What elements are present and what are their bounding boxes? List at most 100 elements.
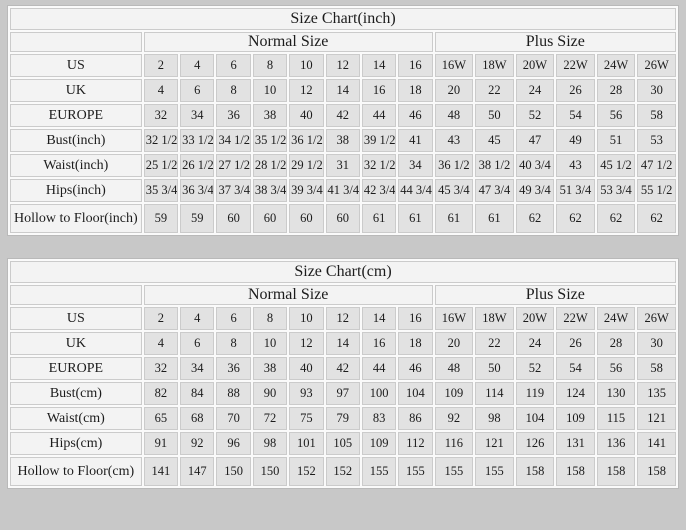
column-group-header-row: Normal Size Plus Size [10,32,676,52]
size-cell: 130 [596,382,636,405]
size-cell: 55 1/2 [637,179,676,202]
size-cell: 136 [596,432,636,455]
size-cell: 14 [325,332,360,355]
size-cell: 34 [180,357,215,380]
size-cell: 20W [515,307,555,330]
size-cell: 54 [556,104,595,127]
size-cell: 58 [637,357,676,380]
size-cell: 22W [556,54,595,77]
size-chart-cm-table: Size Chart(cm) Normal Size Plus Size US 2… [7,258,679,489]
size-cell: 109 [434,382,474,405]
row-label-europe: EUROPE [10,357,142,380]
size-cell: 109 [361,432,397,455]
size-cell: 46 [398,104,433,127]
size-cell: 155 [475,457,514,486]
size-cell: 49 [556,129,595,152]
size-cell: 56 [596,357,636,380]
size-cell: 32 [143,104,179,127]
size-cell: 43 [434,129,474,152]
row-label-us: US [10,54,142,77]
size-cell: 38 [325,129,360,152]
size-cell: 42 3/4 [361,179,397,202]
size-cell: 82 [143,382,179,405]
size-cell: 53 3/4 [596,179,636,202]
size-cell: 40 [289,104,324,127]
table-row: US 2 4 6 8 10 12 14 16 16W 18W 20W 22W 24W 26W [10,307,676,330]
size-cell: 26 1/2 [180,154,215,177]
size-cell: 100 [361,382,397,405]
size-cell: 36 3/4 [180,179,215,202]
size-cell: 115 [596,407,636,430]
size-cell: 40 [289,357,324,380]
table-row: Hollow to Floor(cm) 141 147 150 150 152 152 155… [10,457,676,486]
size-cell: 52 [515,357,555,380]
size-cell: 20 [434,332,474,355]
table-row: UK 4 6 8 10 12 14 16 18 20 22 24 26 28 30 [10,332,676,355]
row-label-uk: UK [10,79,142,102]
size-cell: 6 [180,332,215,355]
size-cell: 155 [398,457,433,486]
row-label-waist-inch: Waist(inch) [10,154,142,177]
size-cell: 29 1/2 [289,154,324,177]
size-cell: 8 [252,54,288,77]
size-cell: 50 [475,357,514,380]
size-cell: 22W [556,307,595,330]
size-cell: 26W [637,54,676,77]
plus-size-header: Plus Size [434,32,676,52]
size-cell: 40 3/4 [515,154,555,177]
size-cell: 18W [475,307,514,330]
size-cell: 124 [556,382,595,405]
size-cell: 45 3/4 [434,179,474,202]
size-cell: 39 1/2 [361,129,397,152]
size-cell: 79 [325,407,360,430]
size-cell: 6 [216,307,251,330]
size-cell: 14 [361,54,397,77]
size-cell: 14 [361,307,397,330]
size-cell: 88 [216,382,251,405]
size-cell: 26 [556,79,595,102]
size-cell: 141 [143,457,179,486]
size-cell: 121 [475,432,514,455]
size-cell: 18 [398,332,433,355]
row-label-uk: UK [10,332,142,355]
size-cell: 42 [325,357,360,380]
size-cell: 12 [325,54,360,77]
size-cell: 44 3/4 [398,179,433,202]
size-cell: 52 [515,104,555,127]
size-cell: 60 [216,204,251,233]
size-cell: 22 [475,332,514,355]
size-cell: 98 [475,407,514,430]
size-cell: 38 [252,104,288,127]
size-cell: 12 [325,307,360,330]
size-cell: 41 [398,129,433,152]
size-cell: 155 [434,457,474,486]
size-cell: 16 [361,332,397,355]
size-cell: 24 [515,79,555,102]
size-cell: 39 3/4 [289,179,324,202]
size-cell: 126 [515,432,555,455]
size-cell: 26 [556,332,595,355]
size-cell: 135 [637,382,676,405]
size-cell: 30 [637,332,676,355]
size-cell: 12 [289,332,324,355]
size-cell: 104 [515,407,555,430]
row-label-hips-inch: Hips(inch) [10,179,142,202]
table-title-row: Size Chart(cm) [10,261,676,283]
row-label-hips-cm: Hips(cm) [10,432,142,455]
size-cell: 45 1/2 [596,154,636,177]
size-cell: 59 [180,204,215,233]
corner-cell [10,285,142,305]
size-cell: 38 [252,357,288,380]
size-cell: 8 [252,307,288,330]
size-cell: 147 [180,457,215,486]
size-cell: 16 [361,79,397,102]
size-cell: 61 [398,204,433,233]
size-cell: 35 3/4 [143,179,179,202]
size-cell: 56 [596,104,636,127]
size-cell: 41 3/4 [325,179,360,202]
size-cell: 12 [289,79,324,102]
size-cell: 18W [475,54,514,77]
size-cell: 47 1/2 [637,154,676,177]
size-cell: 72 [252,407,288,430]
size-cell: 158 [515,457,555,486]
